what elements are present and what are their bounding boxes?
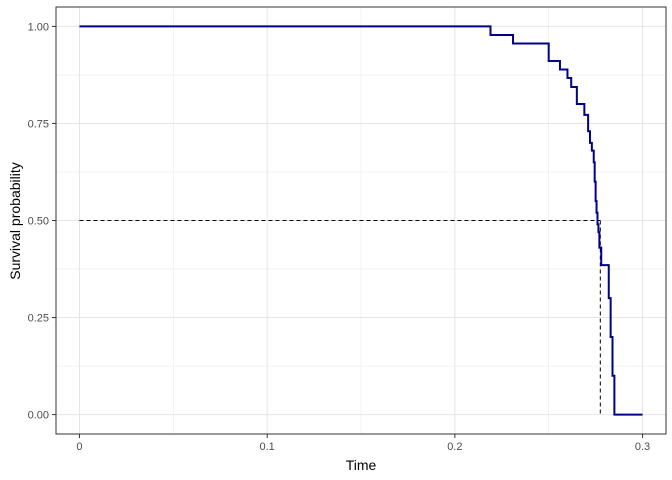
survival-step-curve <box>79 25 643 416</box>
x-tick-label: 0 <box>76 441 82 453</box>
x-axis-ticks: 0 0.1 0.2 0.3 <box>76 434 650 453</box>
y-axis-ticks: 0.00 0.25 0.50 0.75 1.00 <box>28 21 56 422</box>
y-tick-label: 0.50 <box>28 216 49 228</box>
x-tick-label: 0.2 <box>447 441 462 453</box>
y-tick-label: 0.00 <box>28 410 49 422</box>
x-tick-label: 0.3 <box>635 441 650 453</box>
x-tick-label: 0.1 <box>260 441 275 453</box>
y-axis-title: Survival probability <box>7 162 23 280</box>
y-tick-label: 0.75 <box>28 118 49 130</box>
x-axis-title: Time <box>346 457 377 473</box>
y-tick-label: 1.00 <box>28 21 49 33</box>
y-tick-label: 0.25 <box>28 313 49 325</box>
median-reference-lines <box>79 220 601 415</box>
